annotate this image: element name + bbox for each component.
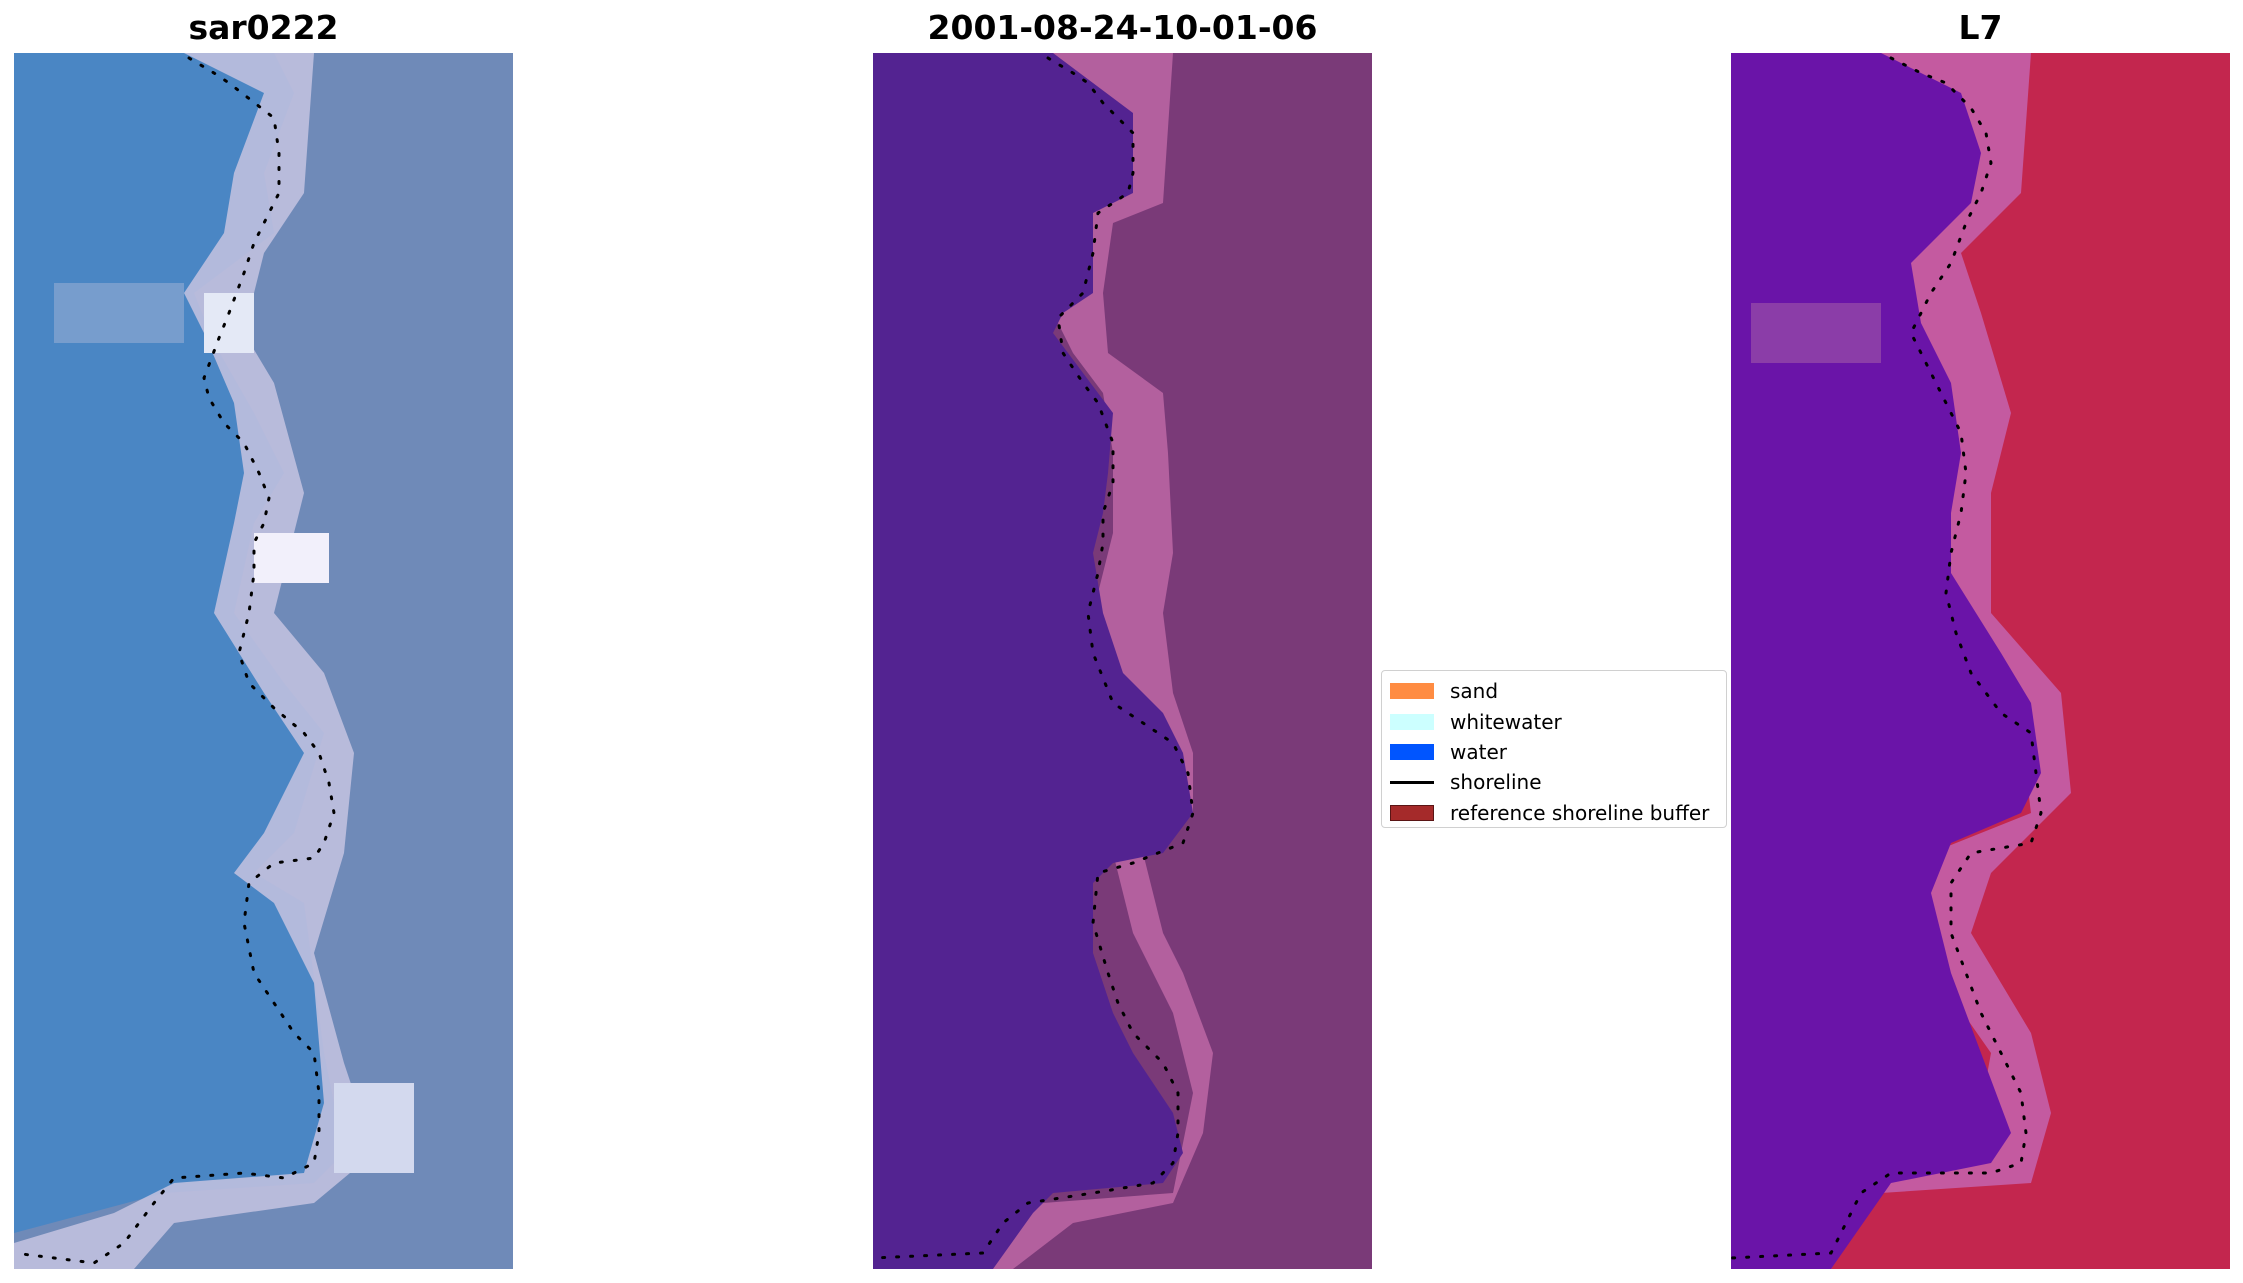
legend-label-shoreline: shoreline (1450, 770, 1542, 795)
index-image-panel (1731, 53, 2230, 1269)
legend-item-whitewater: whitewater (1390, 706, 1726, 736)
rgb-land-area (14, 53, 513, 1269)
legend-item-reference-buffer: reference shoreline buffer (1390, 798, 1726, 828)
legend-label-water: water (1450, 739, 1507, 764)
shoreline-line (14, 56, 336, 1265)
legend-label-reference-buffer: reference shoreline buffer (1450, 800, 1710, 825)
classified-beach-strip (873, 53, 1213, 1269)
rgb-bright-patch (204, 293, 254, 353)
legend-label-whitewater: whitewater (1450, 709, 1562, 734)
legend-item-water: water (1390, 737, 1726, 767)
classified-image-panel (873, 53, 1372, 1269)
index-edge-strip (1731, 53, 2071, 1269)
legend-swatch-whitewater (1390, 713, 1434, 730)
rgb-image (14, 53, 513, 1269)
rgb-bright-patch (334, 1083, 414, 1173)
classified-image (873, 53, 1372, 1269)
panel-title-classified: 2001-08-24-10-01-06 (927, 8, 1318, 47)
legend-swatch-water (1390, 743, 1434, 760)
legend-swatch-reference-buffer (1390, 804, 1434, 821)
rgb-bright-patch (254, 533, 329, 583)
rgb-whitewater-patch (54, 283, 184, 343)
legend-swatch-sand (1390, 683, 1434, 700)
legend-item-shoreline: shoreline (1390, 767, 1726, 797)
legend-swatch-shoreline (1390, 780, 1434, 784)
legend-item-sand: sand (1390, 676, 1726, 706)
index-whitewater-patch (1751, 303, 1881, 363)
legend: sand whitewater water shoreline referenc… (1381, 670, 1727, 828)
classified-water-area (873, 53, 1193, 1269)
shoreline-line (873, 56, 1195, 1260)
panel-title-rgb: sar0222 (188, 8, 339, 47)
rgb-image-panel (14, 53, 513, 1269)
index-image (1731, 53, 2230, 1269)
panel-title-mndwi: L7 (1958, 8, 2003, 47)
legend-label-sand: sand (1450, 679, 1499, 704)
shoreline-line (1731, 56, 2043, 1260)
